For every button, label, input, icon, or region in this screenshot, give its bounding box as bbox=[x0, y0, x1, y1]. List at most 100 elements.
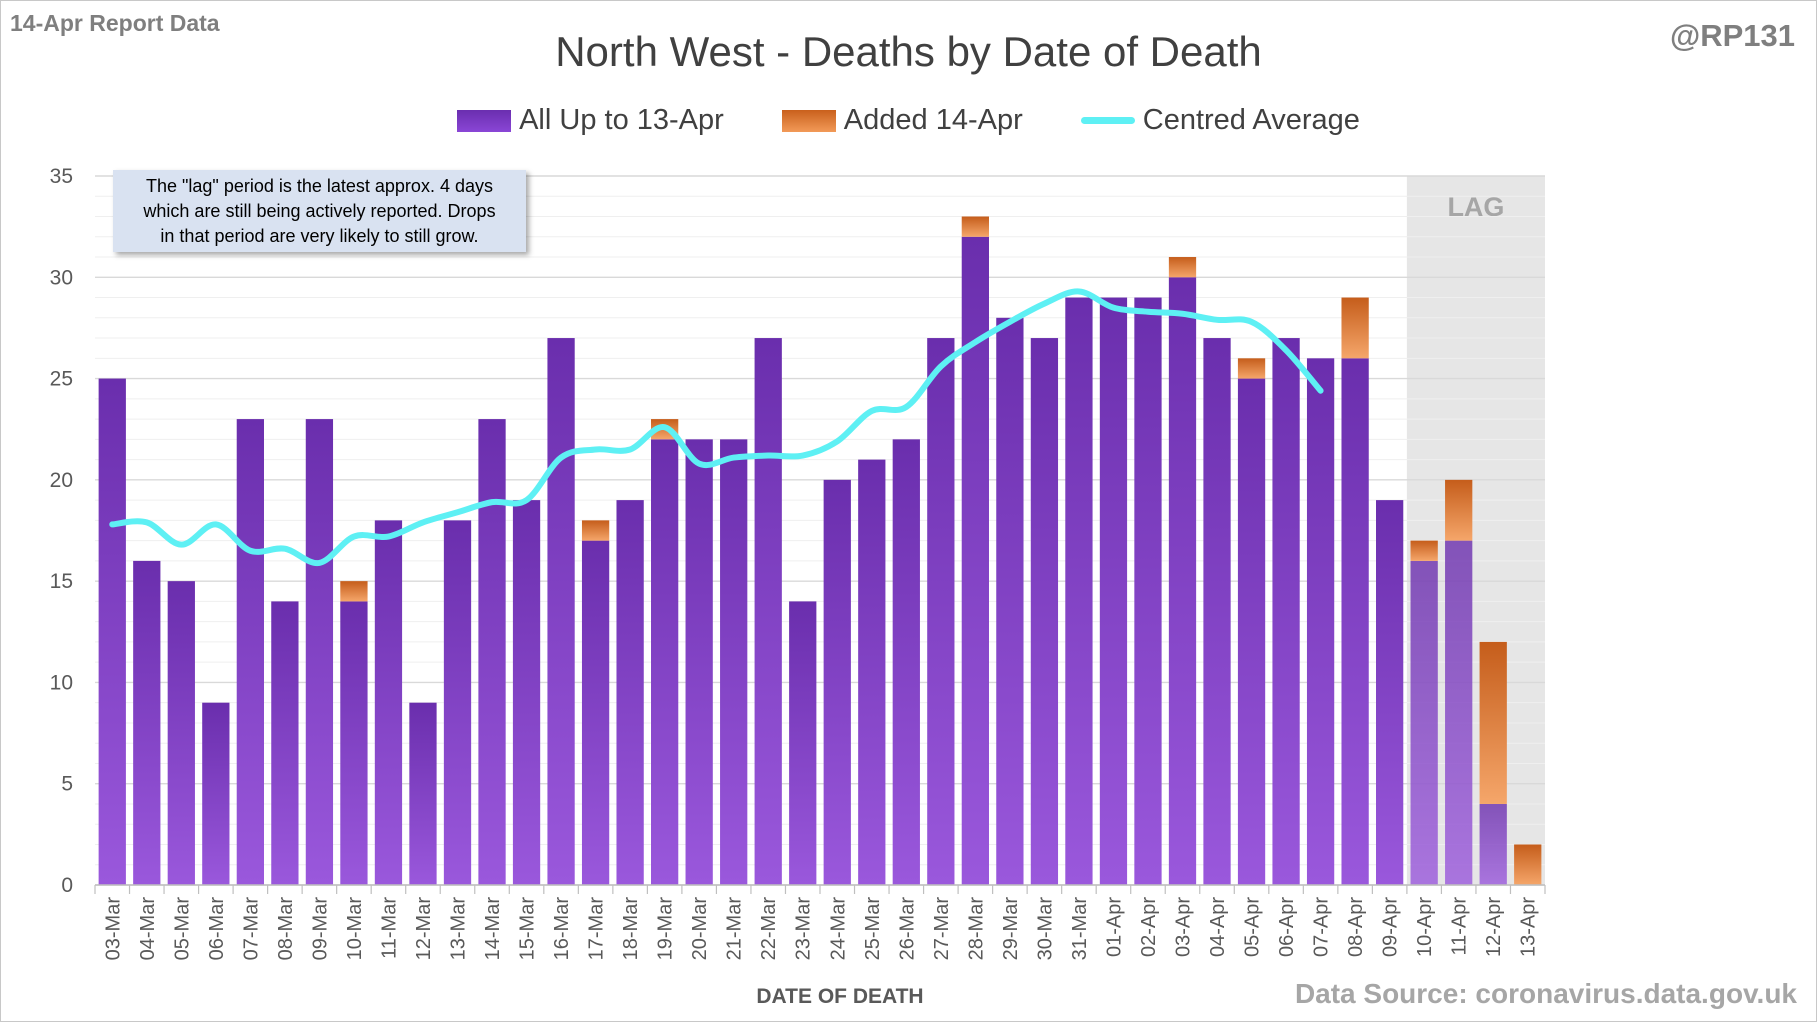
x-tick-label: 30-Mar bbox=[1034, 897, 1056, 961]
report-label: 14-Apr Report Data bbox=[10, 10, 220, 36]
x-tick-label: 11-Mar bbox=[378, 897, 400, 959]
y-tick-label: 10 bbox=[50, 671, 73, 694]
x-tick-label: 26-Mar bbox=[896, 897, 918, 961]
bar-base bbox=[133, 560, 161, 885]
bar-added bbox=[1479, 641, 1507, 804]
bar-base bbox=[202, 702, 230, 885]
bar-base bbox=[1030, 338, 1059, 885]
legend-label-base: All Up to 13-Apr bbox=[519, 104, 724, 136]
bar-base bbox=[1099, 297, 1128, 885]
x-tick-label: 28-Mar bbox=[965, 897, 987, 961]
bar-base bbox=[478, 419, 506, 885]
x-tick-label: 06-Mar bbox=[206, 897, 228, 961]
bar-added bbox=[1341, 297, 1369, 359]
average-line bbox=[109, 288, 1324, 566]
x-tick-label: 08-Mar bbox=[275, 897, 297, 961]
bar-base bbox=[651, 439, 679, 885]
bar-base bbox=[858, 459, 886, 885]
bar-base bbox=[789, 601, 817, 885]
bar-added bbox=[1410, 540, 1438, 561]
x-tick-label: 14-Mar bbox=[482, 897, 504, 961]
x-tick-label: 05-Apr bbox=[1242, 897, 1264, 957]
bar-base bbox=[305, 419, 334, 885]
bar-base bbox=[685, 439, 713, 885]
x-tick-label: 16-Mar bbox=[551, 897, 573, 961]
lag-note: The "lag" period is the latest approx. 4… bbox=[113, 170, 526, 252]
chart-title: North West - Deaths by Date of Death bbox=[555, 28, 1262, 75]
bar-base bbox=[1306, 358, 1335, 885]
bar-base bbox=[1272, 338, 1300, 885]
x-tick-label: 23-Mar bbox=[793, 897, 815, 961]
x-tick-label: 03-Mar bbox=[102, 897, 124, 961]
x-tick-label: 22-Mar bbox=[758, 897, 780, 961]
bar-base bbox=[1445, 540, 1473, 885]
bar-base bbox=[1065, 297, 1093, 885]
bar-base bbox=[340, 601, 368, 885]
legend-label-average: Centred Average bbox=[1142, 104, 1360, 136]
x-tick-label: 12-Apr bbox=[1483, 897, 1505, 957]
y-tick-label: 5 bbox=[61, 773, 73, 796]
bar-base bbox=[271, 601, 299, 885]
bar-base bbox=[1479, 803, 1507, 885]
x-tick-label: 29-Mar bbox=[1000, 897, 1022, 961]
chart-legend: All Up to 13-Apr Added 14-Apr Centred Av… bbox=[0, 104, 1817, 137]
x-tick-label: 04-Mar bbox=[137, 897, 159, 961]
y-tick-label: 30 bbox=[50, 266, 73, 289]
x-tick-label: 10-Apr bbox=[1414, 897, 1436, 957]
bar-base bbox=[581, 540, 610, 885]
x-tick-label: 02-Apr bbox=[1138, 897, 1160, 957]
bar-added bbox=[1445, 479, 1473, 541]
x-tick-label: 01-Apr bbox=[1103, 897, 1125, 957]
x-tick-label: 09-Mar bbox=[309, 897, 331, 961]
bar-base bbox=[1203, 338, 1231, 885]
bar-base bbox=[1168, 277, 1197, 885]
x-tick-label: 13-Mar bbox=[448, 897, 470, 961]
legend-swatch-average bbox=[1080, 117, 1135, 124]
x-tick-label: 11-Apr bbox=[1449, 897, 1471, 956]
x-tick-label: 27-Mar bbox=[931, 897, 953, 961]
bar-base bbox=[1134, 297, 1162, 885]
x-tick-label: 10-Mar bbox=[344, 897, 366, 961]
bar-base bbox=[98, 378, 126, 885]
bar-base bbox=[443, 520, 472, 885]
bar-added bbox=[340, 581, 368, 602]
bar-base bbox=[409, 702, 437, 885]
lag-note-line-1: The "lag" period is the latest approx. 4… bbox=[146, 176, 493, 196]
bar-base bbox=[1376, 500, 1404, 885]
y-tick-label: 0 bbox=[61, 874, 73, 897]
legend-item-added[interactable]: Added 14-Apr bbox=[781, 104, 1023, 137]
bar-base bbox=[167, 581, 195, 885]
bar-base bbox=[754, 338, 782, 885]
bar-base bbox=[1237, 378, 1266, 885]
x-tick-label: 19-Mar bbox=[655, 897, 677, 961]
bar-base bbox=[720, 439, 748, 885]
bar-added bbox=[581, 520, 610, 541]
bar-added bbox=[961, 216, 989, 237]
bar-base bbox=[1410, 560, 1438, 885]
x-tick-label: 17-Mar bbox=[586, 897, 608, 961]
bar-base bbox=[616, 500, 644, 885]
bar-base bbox=[512, 500, 541, 885]
bar-base bbox=[374, 520, 403, 885]
x-tick-label: 03-Apr bbox=[1173, 897, 1195, 957]
bar-base bbox=[927, 338, 955, 885]
x-tick-label: 12-Mar bbox=[413, 897, 435, 961]
x-tick-label: 07-Apr bbox=[1311, 897, 1333, 957]
x-tick-label: 08-Apr bbox=[1345, 897, 1367, 957]
legend-item-average[interactable]: Centred Average bbox=[1080, 104, 1360, 137]
x-tick-label: 05-Mar bbox=[171, 897, 193, 961]
bar-base bbox=[823, 479, 851, 885]
legend-swatch-base bbox=[457, 109, 512, 132]
y-tick-label: 35 bbox=[50, 165, 73, 188]
bar-base bbox=[236, 419, 264, 885]
lag-note-line-3: in that period are very likely to still … bbox=[160, 226, 479, 246]
legend-item-base[interactable]: All Up to 13-Apr bbox=[457, 104, 724, 137]
x-tick-label: 31-Mar bbox=[1069, 897, 1091, 961]
y-tick-label: 20 bbox=[50, 469, 73, 492]
x-tick-label: 04-Apr bbox=[1207, 897, 1229, 957]
bar-base bbox=[892, 439, 920, 885]
bar-added bbox=[1168, 257, 1197, 278]
lag-note-line-2: which are still being actively reported.… bbox=[143, 201, 496, 221]
x-axis-title: DATE OF DEATH bbox=[756, 985, 923, 1008]
